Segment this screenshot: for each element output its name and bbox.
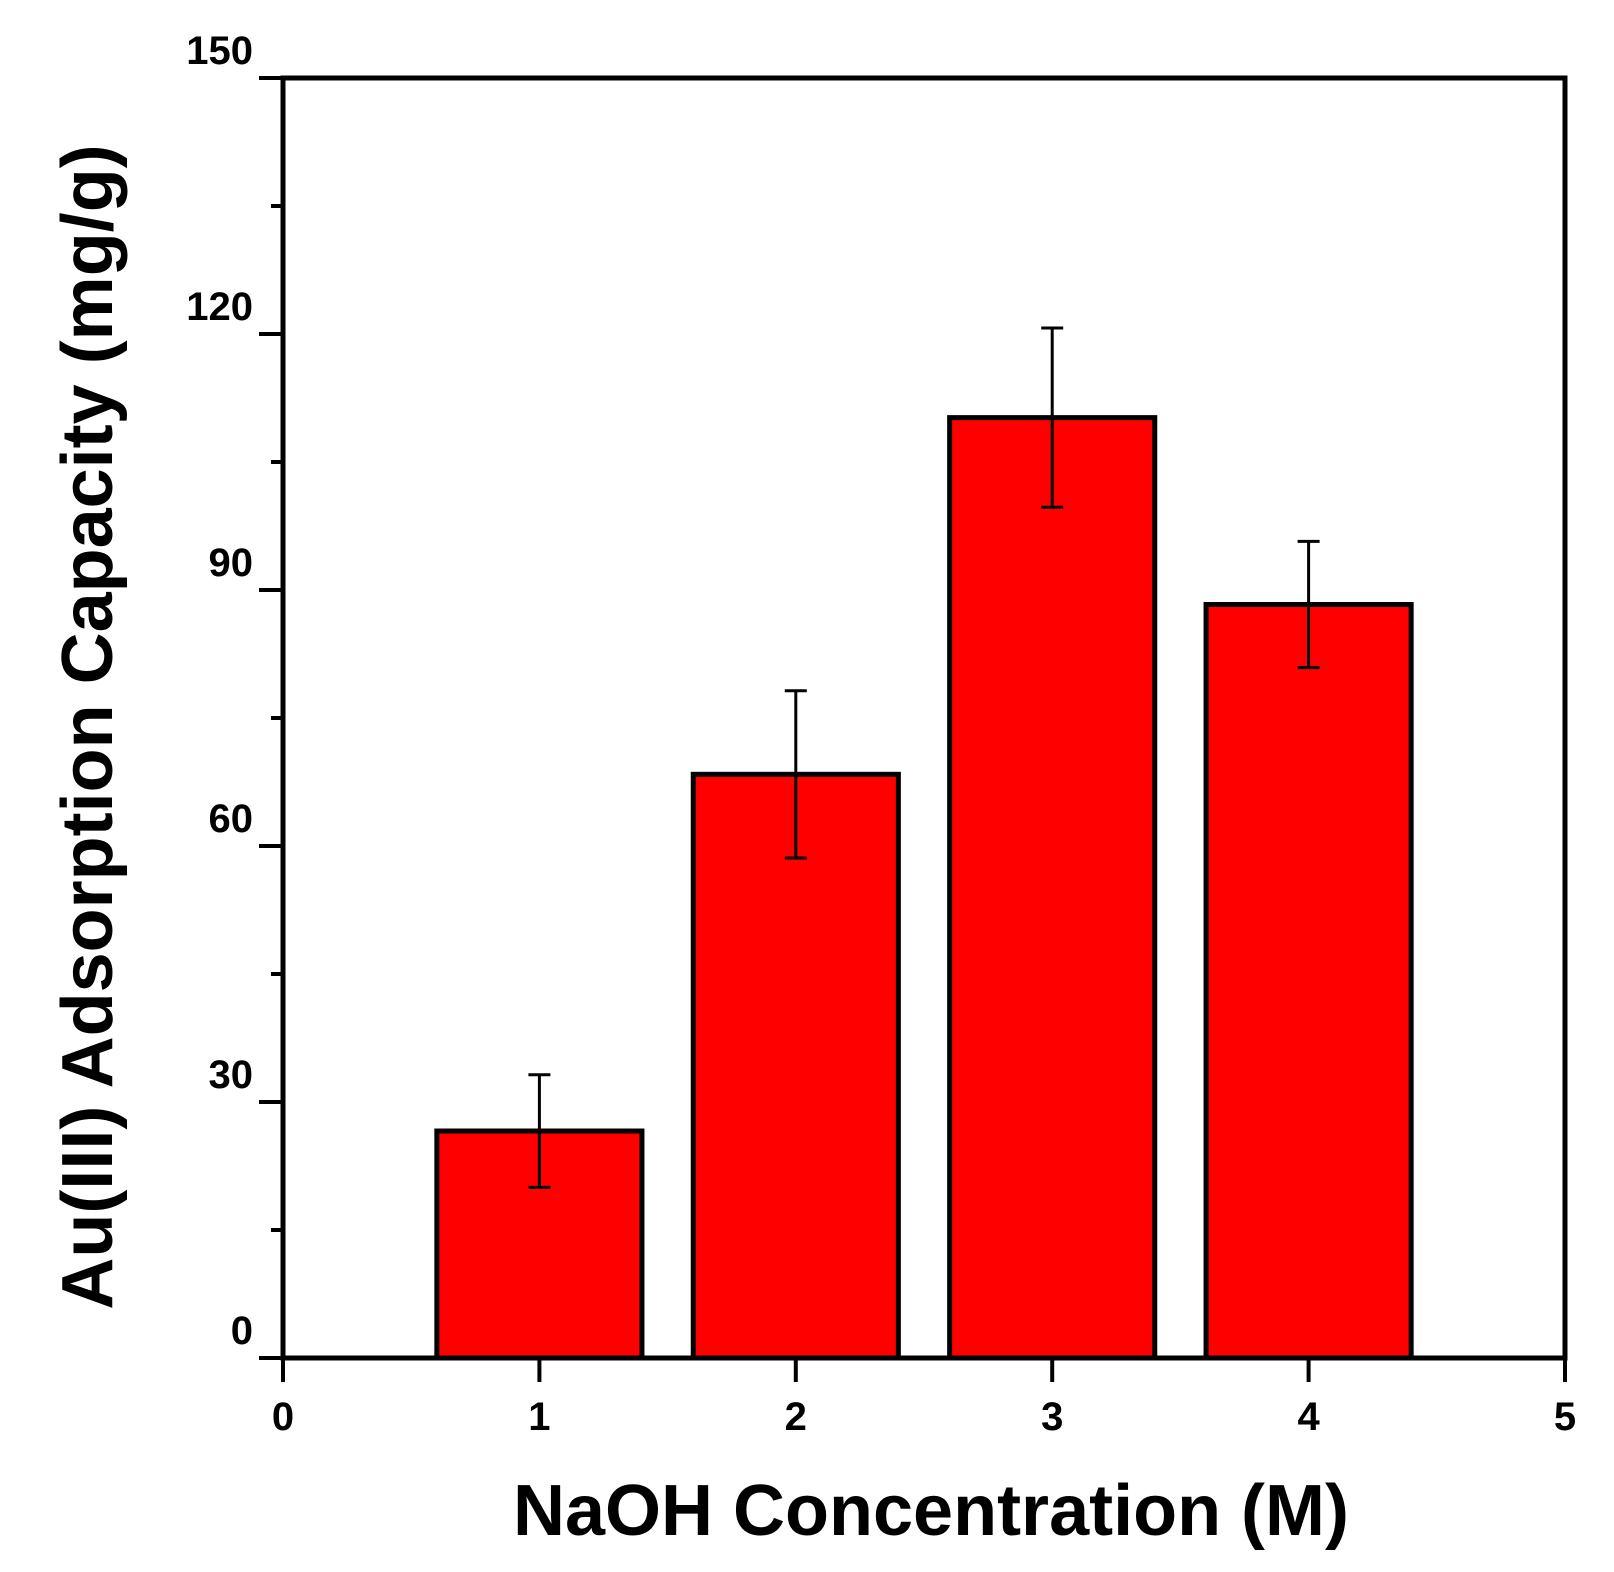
axes-layer	[259, 75, 1568, 1382]
x-tick-label-5: 5	[1554, 1395, 1576, 1439]
error-bars-layer	[528, 326, 1320, 1189]
x-tick-label-3: 3	[1041, 1395, 1063, 1439]
x-tick-label-0: 0	[272, 1395, 294, 1439]
x-tick-label-4: 4	[1297, 1395, 1320, 1439]
bar-4	[1203, 602, 1414, 1361]
bar-3	[947, 415, 1158, 1361]
x-tick-label-2: 2	[785, 1395, 807, 1439]
bars-layer	[434, 415, 1414, 1361]
x-tick-label-1: 1	[528, 1395, 550, 1439]
y-tick-label-120: 120	[186, 285, 253, 329]
x-axis-title: NaOH Concentration (M)	[513, 1471, 1349, 1551]
y-tick-label-0: 0	[231, 1309, 253, 1353]
y-tick-label-30: 30	[209, 1053, 254, 1097]
y-tick-label-150: 150	[186, 29, 253, 73]
y-tick-label-60: 60	[209, 797, 254, 841]
y-axis-title: Au(III) Adsorption Capacity (mg/g)	[48, 144, 128, 1309]
y-tick-label-90: 90	[209, 541, 254, 585]
bar-2	[690, 771, 901, 1361]
tick-labels-layer: 0 30 60 90 120 150 0 1 2 3 4 5	[186, 29, 1576, 1439]
